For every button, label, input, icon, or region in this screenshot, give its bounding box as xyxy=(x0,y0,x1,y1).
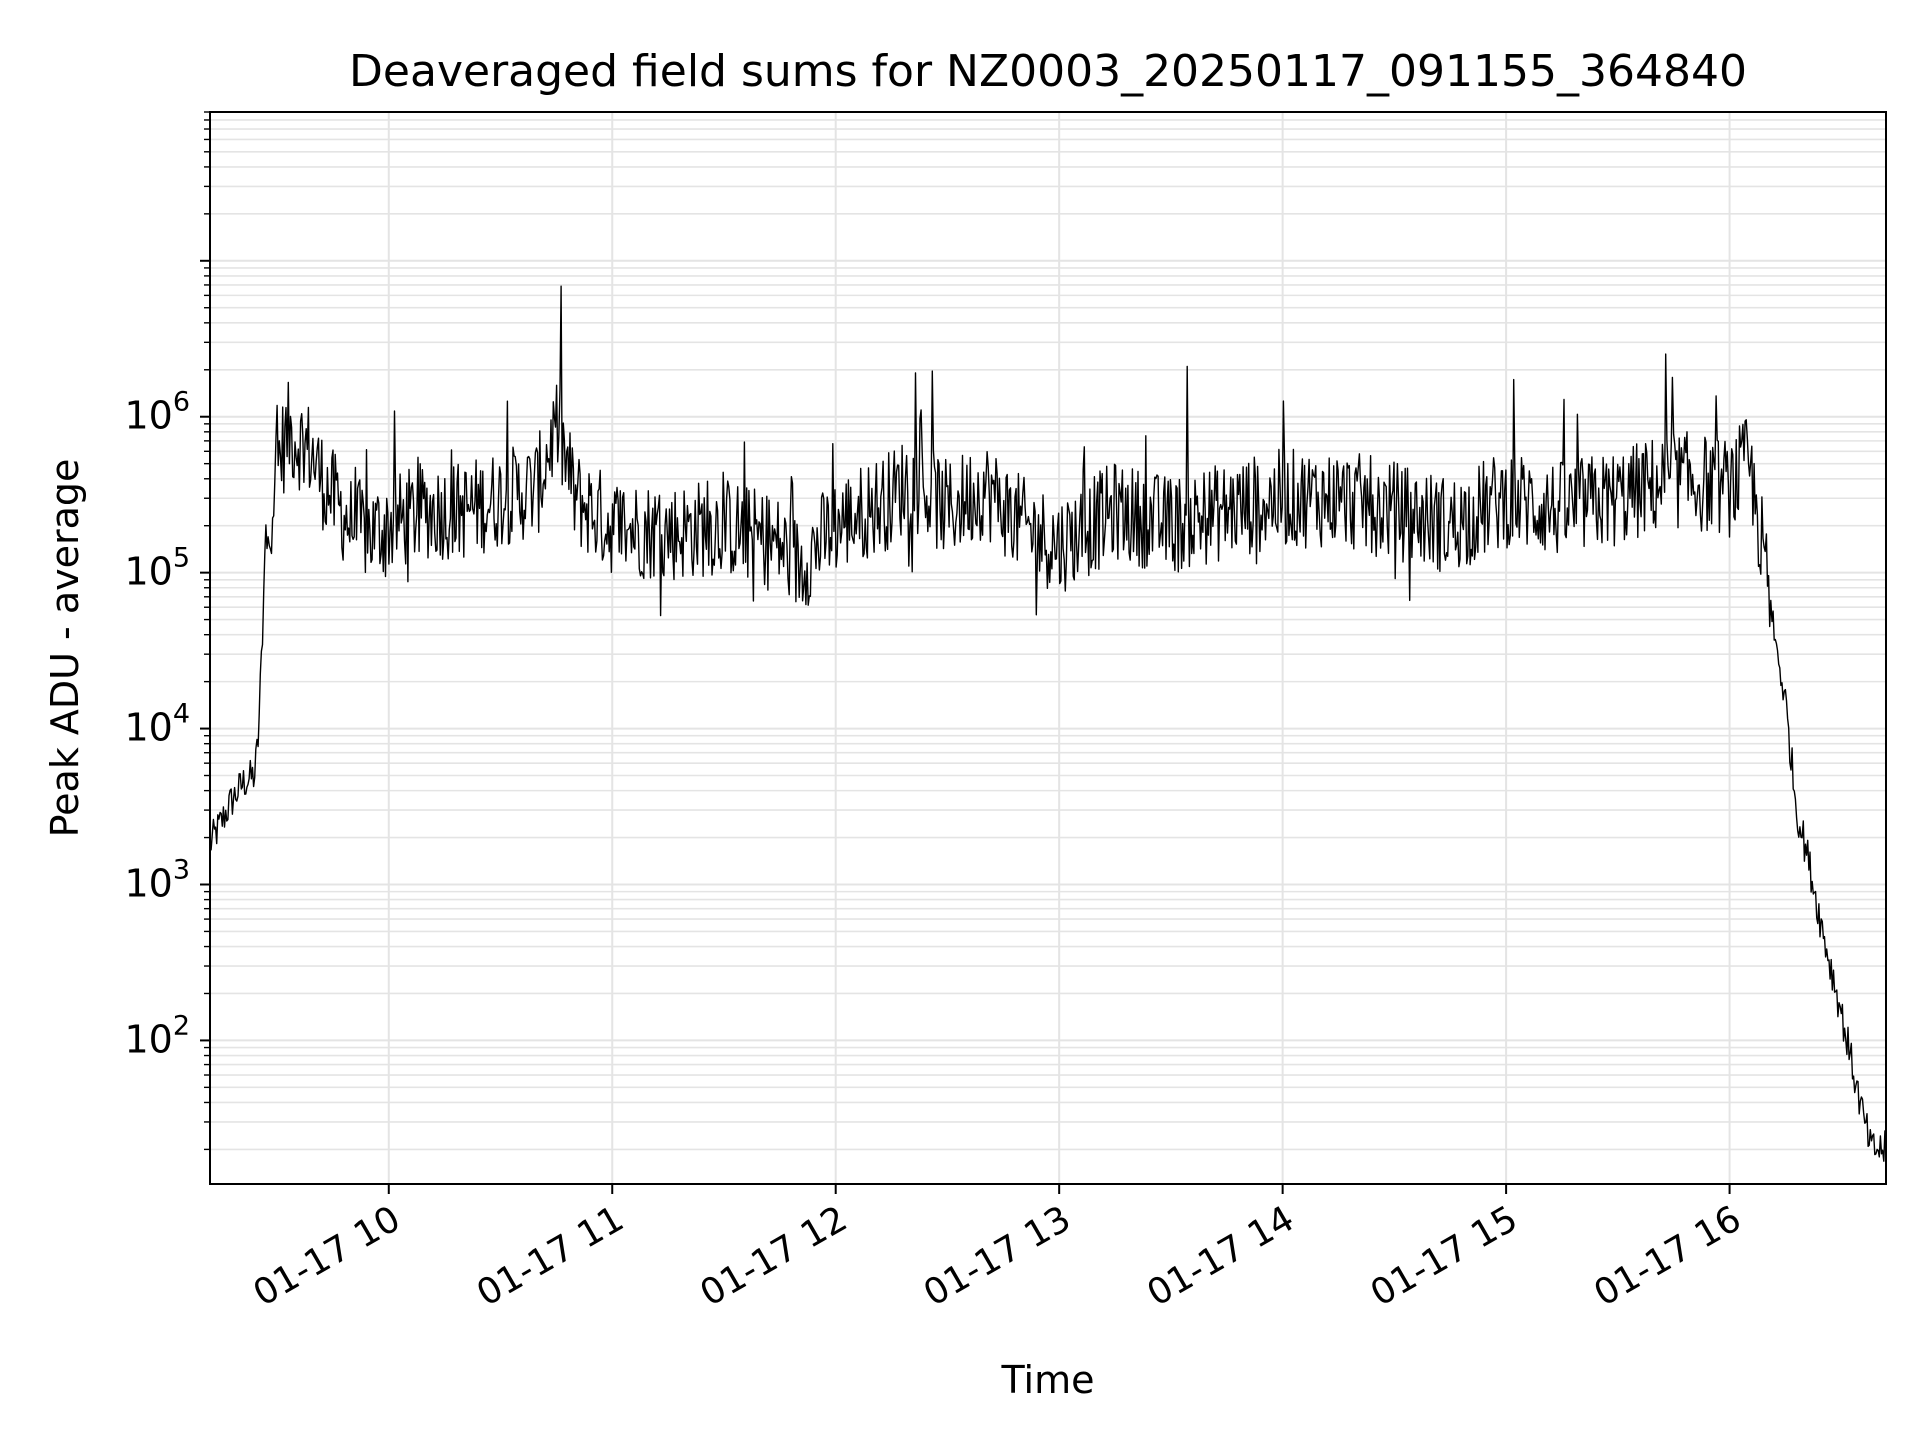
x-tick-label: 01-17 14 xyxy=(1140,1198,1301,1314)
x-tick-label: 01-17 13 xyxy=(917,1198,1078,1314)
x-tick-label: 01-17 15 xyxy=(1364,1198,1525,1314)
y-tick-label: 102 xyxy=(124,1010,190,1061)
y-tick-label: 106 xyxy=(124,387,190,438)
axis-ticks: 102 103 104 105 106 01-17 10 01-17 11 01-17 12 0… xyxy=(124,112,1748,1315)
plot-frame xyxy=(210,112,1886,1184)
x-tick-label: 01-17 10 xyxy=(247,1198,408,1314)
y-axis-label: Peak ADU - average xyxy=(43,459,87,838)
grid-lines xyxy=(210,112,1886,1184)
y-tick-label: 105 xyxy=(124,543,190,594)
x-tick-label: 01-17 11 xyxy=(470,1198,631,1314)
y-tick-label: 103 xyxy=(124,854,190,905)
x-axis-label: Time xyxy=(1001,1358,1095,1402)
x-tick-label: 01-17 12 xyxy=(694,1198,855,1314)
x-tick-label: 01-17 16 xyxy=(1587,1198,1748,1314)
y-tick-label: 104 xyxy=(124,699,190,750)
chart-title: Deaveraged field sums for NZ0003_2025011… xyxy=(349,46,1747,97)
